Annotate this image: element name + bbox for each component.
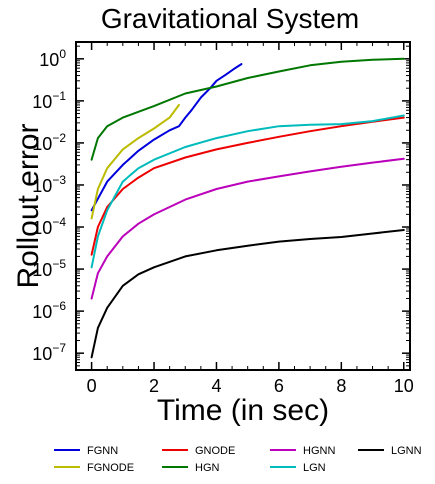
series-lines: [90, 57, 405, 359]
x-tick-label: 4: [211, 376, 221, 396]
y-tick-label: 10−7: [32, 341, 66, 364]
x-tick-label: 0: [87, 376, 97, 396]
chart-title: Gravitational System: [101, 3, 359, 34]
y-tick-label: 10−5: [32, 257, 66, 280]
axis-ticks: [75, 42, 410, 371]
legend-item-lgn: LGN: [270, 462, 326, 474]
legend-item-hgn: HGN: [162, 462, 220, 474]
legend-label: FGNODE: [87, 462, 134, 474]
y-axis-label: Rollout error: [12, 123, 45, 288]
legend-item-lgnn: LGNN: [358, 445, 422, 457]
y-tick-label: 10−1: [32, 89, 66, 112]
legend-label: HGN: [195, 462, 220, 474]
x-tick-label: 6: [274, 376, 284, 396]
y-tick-label: 10−4: [32, 215, 66, 238]
y-tick-label: 100: [39, 47, 66, 70]
y-tick-label: 10−6: [32, 299, 66, 322]
legend-label: GNODE: [195, 445, 235, 457]
plot-frame: [75, 41, 411, 371]
series-line-hgn: [90, 57, 405, 161]
legend: FGNN FGNODE GNODE HGN HGNN LGN LGNN: [54, 445, 422, 474]
series-line-fgnode: [90, 103, 180, 220]
legend-item-hgnn: HGNN: [270, 445, 335, 457]
series-line-hgnn: [90, 157, 405, 300]
legend-label: LGNN: [391, 445, 422, 457]
legend-item-fgnode: FGNODE: [54, 462, 134, 474]
legend-label: FGNN: [87, 445, 118, 457]
series-line-lgn: [90, 114, 405, 269]
tick-labels: 0 2 4 6 8 10 100 10−1 10−2 10−3 10−4 10−5 10−6 10−7: [32, 47, 413, 396]
legend-item-fgnn: FGNN: [54, 445, 118, 457]
legend-label: LGN: [303, 462, 326, 474]
y-tick-label: 10−2: [32, 131, 66, 154]
x-axis-label: Time (in sec): [157, 394, 329, 427]
series-line-lgnn: [90, 229, 405, 359]
legend-label: HGNN: [303, 445, 335, 457]
legend-item-gnode: GNODE: [162, 445, 235, 457]
series-line-fgnn: [90, 63, 243, 212]
x-tick-label: 10: [394, 376, 414, 396]
y-tick-label: 10−3: [32, 173, 66, 196]
x-tick-label: 8: [336, 376, 346, 396]
x-tick-label: 2: [149, 376, 159, 396]
